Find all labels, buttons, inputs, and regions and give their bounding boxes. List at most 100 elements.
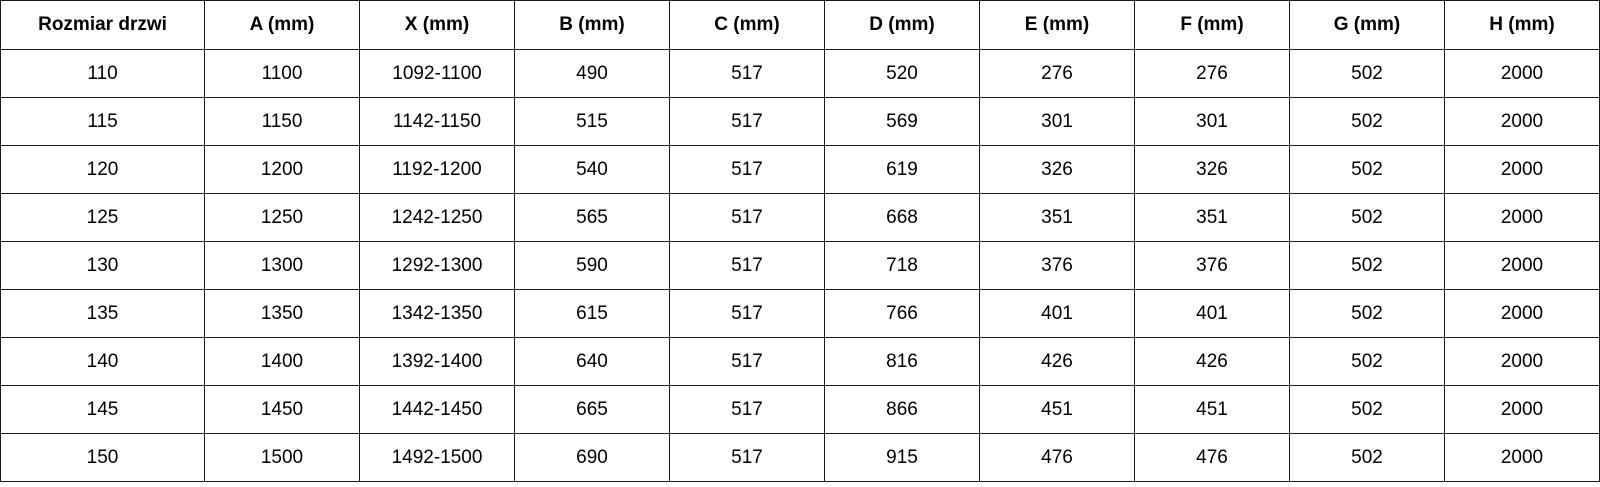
table-cell: 301 [1134, 97, 1290, 146]
table-cell: 1200 [204, 145, 360, 194]
table-cell: 2000 [1444, 289, 1600, 338]
table-cell: 110 [0, 49, 205, 98]
column-header: A (mm) [204, 0, 360, 50]
table-cell: 502 [1289, 289, 1445, 338]
table-row: 140 1400 1392-1400 640 517 816 426 426 502 2000 [0, 337, 1600, 386]
table-row: 130 1300 1292-1300 590 517 718 376 376 502 2000 [0, 241, 1600, 290]
table-cell: 351 [1134, 193, 1290, 242]
table-cell: 2000 [1444, 49, 1600, 98]
table-cell: 125 [0, 193, 205, 242]
table-cell: 2000 [1444, 193, 1600, 242]
table-cell: 502 [1289, 193, 1445, 242]
column-header: B (mm) [514, 0, 670, 50]
table-cell: 1442-1450 [359, 385, 515, 434]
column-header: G (mm) [1289, 0, 1445, 50]
table-cell: 451 [979, 385, 1135, 434]
table-cell: 301 [979, 97, 1135, 146]
table-cell: 376 [979, 241, 1135, 290]
column-header: C (mm) [669, 0, 825, 50]
table-cell: 1192-1200 [359, 145, 515, 194]
table-row: 125 1250 1242-1250 565 517 668 351 351 502 2000 [0, 193, 1600, 242]
table-row: 120 1200 1192-1200 540 517 619 326 326 502 2000 [0, 145, 1600, 194]
column-header: F (mm) [1134, 0, 1290, 50]
table-cell: 615 [514, 289, 670, 338]
table-cell: 326 [1134, 145, 1290, 194]
table-cell: 1450 [204, 385, 360, 434]
table-row: 150 1500 1492-1500 690 517 915 476 476 502 2000 [0, 433, 1600, 482]
table-cell: 665 [514, 385, 670, 434]
table-cell: 915 [824, 433, 980, 482]
table-cell: 1142-1150 [359, 97, 515, 146]
column-header: H (mm) [1444, 0, 1600, 50]
table-cell: 1242-1250 [359, 193, 515, 242]
table-cell: 517 [669, 145, 825, 194]
table-cell: 668 [824, 193, 980, 242]
table-cell: 451 [1134, 385, 1290, 434]
table-cell: 145 [0, 385, 205, 434]
table-cell: 2000 [1444, 337, 1600, 386]
table-cell: 502 [1289, 97, 1445, 146]
table-cell: 718 [824, 241, 980, 290]
column-header: Rozmiar drzwi [0, 0, 205, 50]
table-cell: 140 [0, 337, 205, 386]
table-cell: 490 [514, 49, 670, 98]
table-cell: 476 [1134, 433, 1290, 482]
table-cell: 640 [514, 337, 670, 386]
header-row: Rozmiar drzwi A (mm) X (mm) B (mm) C (mm) D (… [0, 0, 1600, 50]
table-cell: 590 [514, 241, 670, 290]
table-cell: 569 [824, 97, 980, 146]
table-cell: 276 [1134, 49, 1290, 98]
table-cell: 1350 [204, 289, 360, 338]
table-cell: 2000 [1444, 385, 1600, 434]
table-cell: 1500 [204, 433, 360, 482]
table-cell: 1400 [204, 337, 360, 386]
table-cell: 517 [669, 385, 825, 434]
table-cell: 120 [0, 145, 205, 194]
table-cell: 351 [979, 193, 1135, 242]
table-row: 145 1450 1442-1450 665 517 866 451 451 502 2000 [0, 385, 1600, 434]
table-cell: 135 [0, 289, 205, 338]
table-cell: 502 [1289, 337, 1445, 386]
table-cell: 502 [1289, 241, 1445, 290]
table-cell: 1092-1100 [359, 49, 515, 98]
table-cell: 401 [979, 289, 1135, 338]
table-cell: 517 [669, 433, 825, 482]
table-row: 110 1100 1092-1100 490 517 520 276 276 502 2000 [0, 49, 1600, 98]
table-cell: 426 [979, 337, 1135, 386]
column-header: D (mm) [824, 0, 980, 50]
table-cell: 2000 [1444, 97, 1600, 146]
table-cell: 502 [1289, 145, 1445, 194]
table-cell: 276 [979, 49, 1135, 98]
table-row: 115 1150 1142-1150 515 517 569 301 301 502 2000 [0, 97, 1600, 146]
table-cell: 115 [0, 97, 205, 146]
table-cell: 401 [1134, 289, 1290, 338]
table-cell: 816 [824, 337, 980, 386]
table-cell: 517 [669, 49, 825, 98]
table-cell: 376 [1134, 241, 1290, 290]
table-cell: 1100 [204, 49, 360, 98]
table-cell: 1342-1350 [359, 289, 515, 338]
table-row: 135 1350 1342-1350 615 517 766 401 401 502 2000 [0, 289, 1600, 338]
table-cell: 515 [514, 97, 670, 146]
table-cell: 326 [979, 145, 1135, 194]
table-cell: 517 [669, 193, 825, 242]
table-cell: 426 [1134, 337, 1290, 386]
table-cell: 540 [514, 145, 670, 194]
table-cell: 619 [824, 145, 980, 194]
table-cell: 130 [0, 241, 205, 290]
table-cell: 517 [669, 289, 825, 338]
column-header: E (mm) [979, 0, 1135, 50]
table-cell: 520 [824, 49, 980, 98]
table-cell: 2000 [1444, 145, 1600, 194]
table-cell: 1300 [204, 241, 360, 290]
table-cell: 517 [669, 337, 825, 386]
table-cell: 517 [669, 241, 825, 290]
table-cell: 2000 [1444, 241, 1600, 290]
table-cell: 866 [824, 385, 980, 434]
table-cell: 565 [514, 193, 670, 242]
table-cell: 1150 [204, 97, 360, 146]
table-cell: 2000 [1444, 433, 1600, 482]
table-cell: 1392-1400 [359, 337, 515, 386]
table-cell: 502 [1289, 385, 1445, 434]
